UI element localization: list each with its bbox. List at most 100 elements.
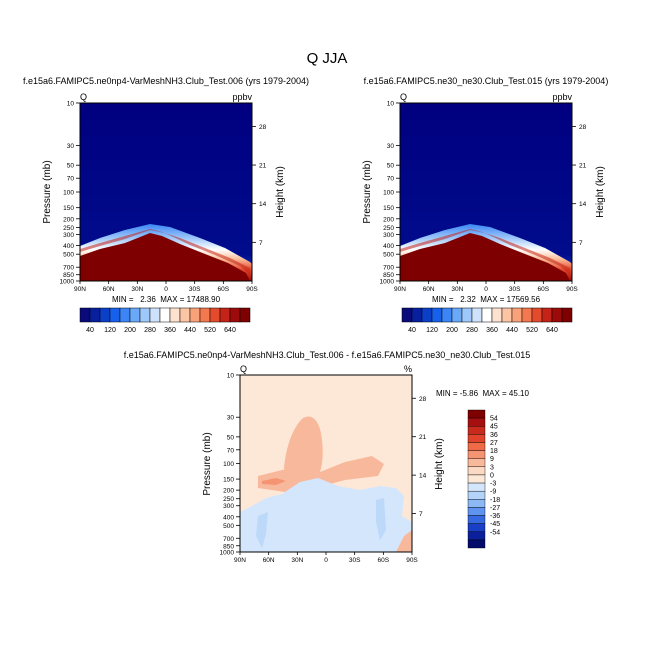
colorbar-label: 280 (466, 327, 478, 334)
diff-negative-region (240, 478, 412, 552)
field-moist-core (80, 233, 250, 281)
diff-positive-spot (262, 478, 286, 485)
colorbar-swatch (149, 307, 161, 323)
colorbar-label: 120 (104, 327, 116, 334)
lat-tick-label: 90N (394, 286, 406, 293)
colorbar-label: 9 (490, 456, 494, 463)
colorbar-label: 18 (490, 448, 498, 455)
colorbar-swatch (561, 307, 573, 323)
lat-tick-label: 60S (218, 286, 230, 293)
colorbar-label: 27 (490, 440, 498, 447)
colorbar-swatch (89, 307, 101, 323)
colorbar-swatch (467, 442, 486, 451)
colorbar-swatch (169, 307, 181, 323)
pressure-tick-label: 100 (223, 461, 234, 468)
colorbar-swatch (119, 307, 131, 323)
pressure-tick-label: 250 (63, 225, 74, 232)
colorbar-swatch (521, 307, 533, 323)
diff-positive-region (284, 416, 323, 485)
lat-tick-label: 90N (234, 557, 246, 564)
pressure-tick-label: 100 (383, 190, 394, 197)
pressure-tick-label: 400 (223, 514, 234, 521)
height-tick-label: 7 (419, 511, 423, 518)
colorbar-label: -45 (490, 521, 500, 528)
lat-axis: 90N 60N 30N 0 30S 60S 90S (394, 281, 578, 293)
height-axis: 28 21 14 7 (252, 124, 267, 247)
colorbar-label: -36 (490, 513, 500, 520)
colorbar-swatch (467, 515, 486, 524)
pressure-tick-label: 30 (67, 143, 75, 150)
height-tick-label: 28 (579, 124, 587, 131)
colorbar-label: 200 (446, 327, 458, 334)
colorbar-swatch (467, 474, 486, 484)
colorbar-swatch (239, 307, 251, 323)
colorbar-label: 3 (490, 464, 494, 471)
diff-negative-streak (376, 498, 386, 540)
colorbar-swatch (139, 307, 151, 323)
lat-tick-label: 0 (164, 286, 168, 293)
pressure-tick-label: 400 (383, 243, 394, 250)
diff-positive-band (258, 456, 384, 492)
colorbar-label: 440 (506, 327, 518, 334)
colorbar-swatch (421, 307, 433, 323)
colorbar-label: 360 (486, 327, 498, 334)
height-tick-label: 7 (259, 240, 263, 247)
colorbar-label: 36 (490, 432, 498, 439)
colorbar-label: -27 (490, 505, 500, 512)
y-axis-label-right: Height (km) (595, 166, 606, 218)
pressure-tick-label: 250 (223, 496, 234, 503)
colorbar-swatch (531, 307, 543, 323)
pressure-tick-label: 70 (227, 447, 235, 454)
lat-axis: 90N 60N 30N 0 30S 60S 90S (234, 552, 418, 564)
min-max-label: MIN = 2.32 MAX = 17569.56 (432, 295, 541, 304)
pressure-tick-label: 200 (383, 216, 394, 223)
colorbar-label: -18 (490, 497, 500, 504)
colorbar-swatch (199, 307, 211, 323)
colorbar-swatch (467, 490, 486, 500)
colorbar-swatch (471, 307, 483, 323)
colorbar-swatch (481, 307, 493, 323)
colorbar-label: 520 (526, 327, 538, 334)
colorbar-swatch (109, 307, 121, 323)
colorbar-label: -3 (490, 481, 496, 488)
colorbar-swatch (441, 307, 453, 323)
colorbar-swatch (467, 507, 486, 516)
y-axis-label: Pressure (mb) (42, 160, 53, 223)
colorbar-label: 54 (490, 416, 498, 423)
colorbar-swatch (219, 307, 231, 323)
pressure-tick-label: 70 (67, 176, 75, 183)
colorbar-swatch (467, 466, 486, 476)
colorbar: 40 120 200 280 360 440 520 640 (401, 307, 573, 334)
height-tick-label: 14 (259, 201, 267, 208)
colorbar-label: 640 (546, 327, 558, 334)
lat-tick-label: 0 (484, 286, 488, 293)
lat-tick-label: 60N (263, 557, 275, 564)
colorbar-swatch (467, 417, 486, 427)
panel-top-left: f.e15a6.FAMIPC5.ne0np4-VarMeshNH3.Club_T… (23, 76, 309, 334)
colorbar-swatch (491, 307, 503, 323)
panel-left-string: Q (80, 92, 87, 102)
colorbar-swatch (541, 307, 553, 323)
colorbar-label: 40 (408, 327, 416, 334)
lat-tick-label: 90N (74, 286, 86, 293)
height-tick-label: 28 (419, 396, 427, 403)
pressure-tick-label: 70 (387, 176, 395, 183)
pressure-tick-label: 10 (227, 373, 235, 380)
lat-tick-label: 60S (538, 286, 550, 293)
pressure-tick-label: 700 (383, 265, 394, 272)
y-axis-label-right: Height (km) (434, 438, 445, 490)
height-tick-label: 14 (579, 201, 587, 208)
pressure-tick-label: 300 (63, 232, 74, 239)
pressure-tick-label: 400 (63, 243, 74, 250)
pressure-tick-label: 30 (387, 143, 395, 150)
panel-left-string: Q (240, 364, 247, 374)
lat-tick-label: 90S (406, 557, 418, 564)
pressure-tick-label: 1000 (60, 279, 75, 286)
colorbar-swatch (467, 499, 486, 508)
colorbar-swatch (467, 450, 486, 459)
panel-right-string: % (404, 364, 412, 374)
pressure-tick-label: 50 (227, 434, 235, 441)
height-tick-label: 21 (579, 163, 587, 170)
